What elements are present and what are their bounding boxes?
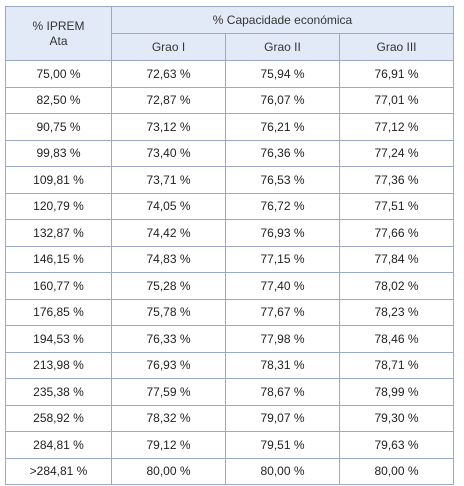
cell-iprem: 120,79 % [5,192,112,220]
cell-grade-3: 80,00 % [339,457,454,485]
cell-grade-3: 77,12 % [339,113,454,141]
cell-grade-3: 77,01 % [339,86,454,114]
header-iprem-line2: Ata [49,33,68,48]
cell-grade-3: 79,63 % [339,431,454,459]
table-row: 235,38 % 77,59 % 78,67 % 78,99 % [5,378,454,406]
cell-grade-2: 76,53 % [225,166,340,194]
cell-grade-3: 76,91 % [339,60,454,88]
cell-grade-2: 76,72 % [225,192,340,220]
cell-iprem: 132,87 % [5,219,112,247]
cell-grade-2: 77,67 % [225,298,340,326]
cell-grade-1: 75,28 % [111,272,226,300]
table-row: 75,00 % 72,63 % 75,94 % 76,91 % [5,60,454,88]
cell-grade-3: 79,30 % [339,404,454,432]
cell-grade-2: 76,21 % [225,113,340,141]
cell-grade-1: 79,12 % [111,431,226,459]
cell-iprem: 75,00 % [5,60,112,88]
cell-grade-1: 77,59 % [111,378,226,406]
cell-grade-2: 76,07 % [225,86,340,114]
table-body: 75,00 % 72,63 % 75,94 % 76,91 % 82,50 % 72,87… [5,60,454,485]
table-row: 109,81 % 73,71 % 76,53 % 77,36 % [5,166,454,194]
cell-iprem: 213,98 % [5,351,112,379]
cell-grade-1: 74,83 % [111,245,226,273]
cell-grade-1: 76,33 % [111,325,226,353]
cell-grade-3: 77,36 % [339,166,454,194]
cell-grade-1: 78,32 % [111,404,226,432]
cell-grade-2: 79,07 % [225,404,340,432]
table-row: 90,75 % 73,12 % 76,21 % 77,12 % [5,113,454,141]
cell-grade-3: 77,66 % [339,219,454,247]
table-row: 284,81 % 79,12 % 79,51 % 79,63 % [5,431,454,459]
table-row: >284,81 % 80,00 % 80,00 % 80,00 % [5,457,454,485]
cell-iprem: 82,50 % [5,86,112,114]
cell-grade-1: 75,78 % [111,298,226,326]
cell-grade-3: 78,71 % [339,351,454,379]
cell-grade-2: 77,98 % [225,325,340,353]
cell-grade-1: 80,00 % [111,457,226,485]
cell-grade-3: 78,46 % [339,325,454,353]
table-row: 146,15 % 74,83 % 77,15 % 77,84 % [5,245,454,273]
table-row: 132,87 % 74,42 % 76,93 % 77,66 % [5,219,454,247]
header-iprem-line1: % IPREM [32,18,85,33]
cell-iprem: 146,15 % [5,245,112,273]
cell-grade-1: 73,40 % [111,139,226,167]
table-row: 99,83 % 73,40 % 76,36 % 77,24 % [5,139,454,167]
table-row: 120,79 % 74,05 % 76,72 % 77,51 % [5,192,454,220]
cell-grade-3: 78,02 % [339,272,454,300]
header-grade-1: Grao I [111,33,226,61]
header-iprem: % IPREM Ata [5,6,112,61]
cell-grade-3: 77,51 % [339,192,454,220]
cell-grade-2: 77,15 % [225,245,340,273]
cell-grade-3: 77,84 % [339,245,454,273]
capacity-table: % IPREM Ata % Capacidade económica Grao … [5,6,454,485]
cell-grade-1: 74,42 % [111,219,226,247]
cell-grade-2: 80,00 % [225,457,340,485]
table-row: 258,92 % 78,32 % 79,07 % 79,30 % [5,404,454,432]
cell-iprem: >284,81 % [5,457,112,485]
table-row: 82,50 % 72,87 % 76,07 % 77,01 % [5,86,454,114]
cell-grade-2: 78,31 % [225,351,340,379]
cell-grade-2: 75,94 % [225,60,340,88]
cell-grade-3: 77,24 % [339,139,454,167]
cell-iprem: 109,81 % [5,166,112,194]
cell-grade-2: 79,51 % [225,431,340,459]
cell-iprem: 235,38 % [5,378,112,406]
table-container: % IPREM Ata % Capacidade económica Grao … [5,6,454,485]
table-row: 176,85 % 75,78 % 77,67 % 78,23 % [5,298,454,326]
table-row: 160,77 % 75,28 % 77,40 % 78,02 % [5,272,454,300]
header-row-top: % IPREM Ata % Capacidade económica [5,6,454,61]
cell-grade-1: 73,71 % [111,166,226,194]
header-capacity: % Capacidade económica [111,6,454,34]
cell-grade-1: 72,63 % [111,60,226,88]
header-grade-2: Grao II [225,33,340,61]
cell-grade-1: 72,87 % [111,86,226,114]
cell-iprem: 160,77 % [5,272,112,300]
cell-iprem: 194,53 % [5,325,112,353]
cell-grade-1: 76,93 % [111,351,226,379]
cell-grade-2: 77,40 % [225,272,340,300]
cell-grade-2: 76,93 % [225,219,340,247]
header-row-grades: Grao I Grao II Grao III [6,33,454,61]
cell-grade-1: 73,12 % [111,113,226,141]
cell-grade-2: 76,36 % [225,139,340,167]
cell-iprem: 90,75 % [5,113,112,141]
cell-iprem: 284,81 % [5,431,112,459]
cell-grade-3: 78,23 % [339,298,454,326]
header-grade-3: Grao III [339,33,454,61]
table-row: 194,53 % 76,33 % 77,98 % 78,46 % [5,325,454,353]
cell-iprem: 176,85 % [5,298,112,326]
cell-grade-3: 78,99 % [339,378,454,406]
cell-iprem: 258,92 % [5,404,112,432]
cell-grade-2: 78,67 % [225,378,340,406]
table-row: 213,98 % 76,93 % 78,31 % 78,71 % [5,351,454,379]
cell-iprem: 99,83 % [5,139,112,167]
cell-grade-1: 74,05 % [111,192,226,220]
